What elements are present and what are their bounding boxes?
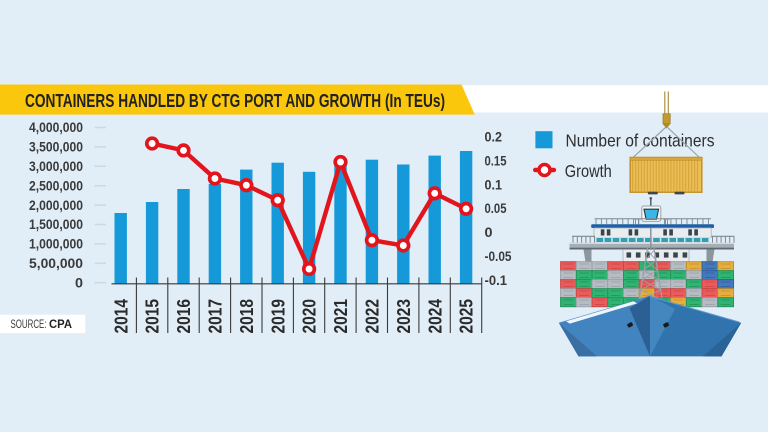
- svg-text:SOURCE:: SOURCE:: [11, 317, 47, 331]
- svg-text:2019: 2019: [267, 299, 288, 334]
- svg-text:1,000,000: 1,000,000: [29, 237, 83, 252]
- svg-text:4,000,000: 4,000,000: [29, 120, 83, 135]
- svg-text:3,500,000: 3,500,000: [29, 140, 83, 155]
- svg-text:0.1: 0.1: [485, 177, 503, 192]
- svg-text:5,00,000: 5,00,000: [29, 256, 83, 271]
- svg-text:2022: 2022: [362, 299, 383, 334]
- svg-text:2017: 2017: [205, 299, 226, 334]
- svg-text:0.05: 0.05: [485, 201, 507, 216]
- svg-text:2014: 2014: [110, 298, 131, 333]
- svg-text:2020: 2020: [299, 299, 320, 334]
- svg-text:2016: 2016: [173, 299, 194, 334]
- svg-text:2021: 2021: [330, 299, 351, 334]
- svg-text:-0.05: -0.05: [485, 249, 512, 264]
- svg-text:2024: 2024: [424, 298, 445, 333]
- svg-text:2,500,000: 2,500,000: [29, 178, 83, 193]
- svg-text:2018: 2018: [236, 299, 257, 334]
- svg-text:1,500,000: 1,500,000: [29, 217, 83, 232]
- svg-text:0: 0: [75, 275, 83, 290]
- svg-text:0.2: 0.2: [485, 129, 503, 144]
- svg-text:3,000,000: 3,000,000: [29, 159, 83, 174]
- svg-text:Growth: Growth: [565, 161, 612, 181]
- svg-text:CONTAINERS HANDLED BY CTG PORT: CONTAINERS HANDLED BY CTG PORT AND GROWT…: [25, 90, 445, 111]
- svg-text:Number of containers: Number of containers: [566, 131, 715, 151]
- svg-text:2023: 2023: [393, 299, 414, 334]
- svg-text:2015: 2015: [142, 299, 163, 334]
- svg-text:2,000,000: 2,000,000: [29, 198, 83, 213]
- svg-text:2025: 2025: [456, 299, 477, 334]
- svg-text:CPA: CPA: [49, 317, 72, 331]
- svg-text:-0.1: -0.1: [485, 273, 508, 288]
- svg-text:0.15: 0.15: [485, 153, 507, 168]
- svg-text:0: 0: [485, 225, 493, 240]
